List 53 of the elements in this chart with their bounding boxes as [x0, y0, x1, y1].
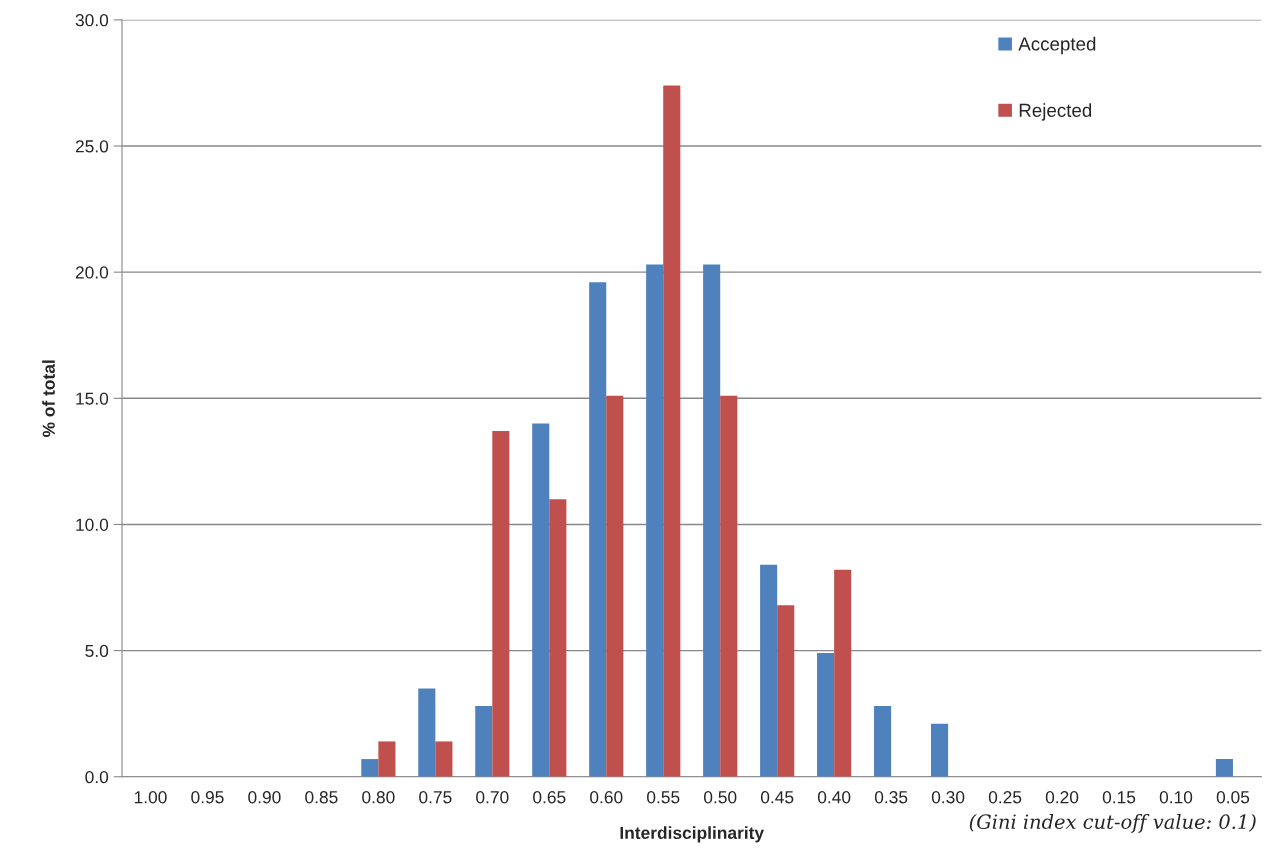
bar	[492, 431, 510, 777]
bar	[361, 759, 379, 777]
bar	[931, 723, 949, 777]
bar	[589, 282, 607, 777]
y-tick-label: 5.0	[85, 644, 109, 658]
y-tick-label: 15.0	[76, 392, 109, 405]
x-tick-label: 0.40	[817, 791, 851, 804]
bar	[549, 499, 567, 777]
text: (Gini index cut-off value: 0.1)	[969, 813, 1256, 833]
x-tick-label: 0.80	[362, 791, 395, 804]
bar	[475, 706, 493, 777]
x-tick-label: 0.30	[931, 791, 965, 804]
x-tick-label: 0.60	[590, 791, 623, 804]
y-tick-label: 25.0	[75, 140, 109, 153]
x-tick-label: 0.15	[1102, 791, 1136, 804]
x-tick-label: 0.95	[191, 791, 224, 804]
bar	[720, 395, 738, 777]
y-tick-label: 30.0	[75, 14, 109, 27]
y-tick-label: 10.0	[76, 518, 109, 531]
x-tick-label: 0.10	[1159, 791, 1193, 804]
x-tick-label: 0.75	[419, 791, 452, 804]
bar	[777, 605, 795, 777]
x-axis-title: Interdisciplinarity	[620, 826, 764, 843]
bar	[435, 741, 453, 777]
bar	[532, 423, 550, 777]
x-tick-label: 0.20	[1045, 791, 1079, 804]
bar	[378, 741, 396, 777]
bar	[760, 564, 778, 777]
x-tick-label: 0.35	[874, 791, 908, 804]
bar	[646, 264, 664, 777]
bar	[703, 264, 721, 777]
bar	[834, 569, 852, 777]
bar	[874, 706, 892, 777]
x-tick-label: 0.90	[248, 791, 281, 804]
y-tick-label: 20.0	[75, 266, 109, 279]
x-tick-label: 0.65	[533, 791, 566, 804]
y-tick-label: 0.0	[85, 770, 109, 784]
x-tick-label: 0.05	[1216, 791, 1250, 804]
bar	[817, 653, 835, 777]
bar	[606, 395, 624, 777]
x-tick-label: 0.50	[703, 791, 737, 804]
bar	[1215, 759, 1233, 777]
legend-label: Rejected	[1019, 103, 1092, 121]
x-tick-label: 0.55	[647, 791, 680, 804]
legend-label: Accepted	[1018, 36, 1096, 55]
x-tick-label: 0.25	[988, 791, 1022, 804]
bar	[663, 85, 681, 777]
x-tick-label: 0.45	[760, 791, 794, 804]
y-axis-title: % of total	[42, 360, 55, 437]
bar	[418, 688, 436, 777]
x-tick-label: 1.00	[134, 791, 167, 804]
x-tick-label: 0.70	[476, 791, 509, 804]
x-tick-label: 0.85	[305, 791, 338, 804]
